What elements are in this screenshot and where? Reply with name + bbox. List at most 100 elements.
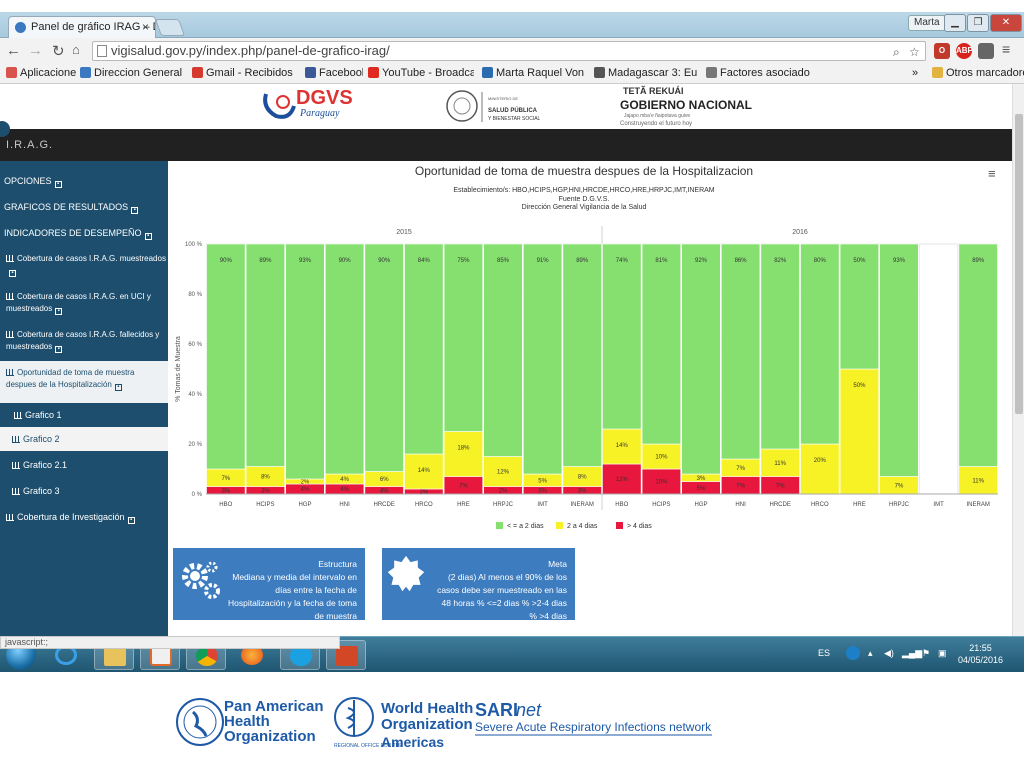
sidebar-sub-grafico-2-1[interactable]: Grafico 2.1: [0, 459, 168, 471]
window-close-button[interactable]: ✕: [990, 14, 1022, 32]
bookmark-label: Aplicaciones: [20, 67, 76, 79]
bookmark-item[interactable]: Aplicaciones: [6, 67, 76, 79]
tray-network-icon[interactable]: ▂▄▆: [902, 648, 923, 658]
bookmark-item[interactable]: Factores asociados a l: [706, 67, 810, 79]
sari-text: SARI: [475, 700, 518, 720]
sidebar-item-label: Oportunidad de toma de muestra despues d…: [6, 368, 135, 389]
extension-o-icon[interactable]: O: [934, 43, 950, 59]
minimize-button[interactable]: ▁: [944, 14, 966, 32]
sidebar-item-oportunidad[interactable]: Oportunidad de toma de muestra despues d…: [0, 361, 168, 403]
bar-data-label: 12%: [497, 470, 510, 476]
tray-device-icon[interactable]: ▣: [938, 648, 947, 658]
other-bookmarks[interactable]: Otros marcadores: [932, 67, 1024, 79]
scrollbar-thumb[interactable]: [1015, 114, 1023, 414]
chrome-menu-icon[interactable]: ≡: [1002, 41, 1011, 57]
bar-segment: [681, 243, 721, 475]
sidebar-sub-grafico-2[interactable]: Grafico 2: [0, 427, 168, 451]
bar-data-label: 10%: [655, 480, 668, 486]
address-bar[interactable]: vigisalud.gov.py/index.php/panel-de-graf…: [92, 41, 926, 61]
bar-segment: [404, 453, 444, 490]
dgvs-logo-text: DGVS: [296, 87, 353, 109]
tray-flag-icon[interactable]: ⚑: [922, 648, 931, 658]
tray-volume-icon[interactable]: ◀): [884, 648, 894, 658]
bookmark-label: Gmail - Recibidos (3.2: [206, 67, 296, 79]
tray-info-icon[interactable]: [846, 646, 860, 660]
sidebar-indicadores[interactable]: INDICADORES DE DESEMPEÑO ▪: [0, 227, 168, 240]
taskbar-clock[interactable]: 21:55 04/05/2016: [958, 642, 1003, 666]
bar-data-label: 2%: [499, 488, 508, 494]
sidebar: OPCIONES ▪ GRAFICOS DE RESULTADOS ▪ INDICA…: [0, 161, 168, 636]
maximize-button[interactable]: ❐: [967, 14, 989, 32]
bar-data-label: 18%: [457, 446, 470, 452]
x-tick-label: HRPJC: [889, 502, 910, 508]
extension-icon[interactable]: [978, 43, 994, 59]
chart-menu-icon[interactable]: ≡: [988, 166, 996, 181]
sidebar-item-cobertura-fallecidos[interactable]: Cobertura de casos I.R.A.G. fallecidos y…: [0, 329, 164, 353]
tab-close-icon[interactable]: ×: [141, 20, 149, 34]
tray-language[interactable]: ES: [818, 648, 831, 658]
sidebar-sub-label: Grafico 2: [23, 434, 60, 444]
sidebar-graficos-resultados[interactable]: GRAFICOS DE RESULTADOS ▪: [0, 201, 168, 214]
bookmark-favicon-icon: [192, 67, 203, 78]
sidebar-sub-label: Grafico 1: [25, 410, 62, 420]
bar-segment: [760, 243, 800, 450]
bookmark-item[interactable]: Direccion General de: [80, 67, 184, 79]
profile-button[interactable]: Marta: [908, 15, 946, 31]
bar-data-label: 93%: [893, 258, 906, 264]
dgvs-logo: DGVS Paraguay: [263, 87, 353, 119]
sidebar-item-cobertura-muestreados[interactable]: Cobertura de casos I.R.A.G. muestreados▪: [0, 253, 168, 277]
bar-data-label: 4%: [301, 487, 310, 493]
sarinet-logo: SARI net Severe Acute Respiratory Infect…: [475, 700, 712, 736]
x-tick-label: IMT: [537, 502, 548, 508]
sidebar-sub-label: Grafico 2.1: [23, 460, 68, 470]
toggle-box-icon: ▪: [144, 233, 152, 240]
sidebar-opciones[interactable]: OPCIONES ▪: [0, 175, 168, 188]
bar-data-label: 14%: [616, 443, 629, 449]
bar-segment: [483, 456, 523, 487]
adblock-icon[interactable]: ABP: [956, 43, 973, 59]
paho-logo: Pan American Health Organization: [176, 698, 324, 746]
toggle-box-icon: ▪: [114, 384, 122, 391]
page-scrollbar[interactable]: [1012, 84, 1024, 636]
bookmark-star-icon[interactable]: ☆: [909, 45, 920, 59]
bookmark-item[interactable]: YouTube - Broadcast: [368, 67, 474, 79]
legend-label: 2 a 4 dias: [567, 523, 598, 530]
bar-data-label: 6%: [380, 477, 389, 483]
bookmarks-more[interactable]: »: [912, 67, 919, 79]
bar-data-label: 89%: [576, 258, 589, 264]
home-icon[interactable]: ⌂: [72, 42, 80, 57]
bar-data-label: 91%: [537, 258, 550, 264]
new-tab-button[interactable]: [154, 19, 186, 36]
forward-icon[interactable]: →: [28, 42, 43, 59]
chart-title: Oportunidad de toma de muestra despues d…: [414, 164, 754, 178]
bookmark-item[interactable]: Marta Raquel Von Ho: [482, 67, 586, 79]
tray-arrow-icon[interactable]: ▴: [868, 648, 873, 658]
browser-tab[interactable]: Panel de gráfico IRAG – D ×: [8, 16, 156, 38]
bar-chart-icon: [12, 436, 20, 443]
site-brand[interactable]: I.R.A.G.: [6, 139, 54, 151]
folder-icon: [932, 67, 943, 78]
taskbar-firefox[interactable]: [232, 640, 272, 670]
bookmark-item[interactable]: Facebook: [305, 67, 363, 79]
bookmark-item[interactable]: Gmail - Recibidos (3.2: [192, 67, 296, 79]
sidebar-item-cobertura-uci[interactable]: Cobertura de casos I.R.A.G. en UCI y mue…: [0, 291, 160, 315]
bar-data-label: 3%: [697, 476, 706, 482]
x-tick-label: HRCO: [811, 502, 829, 508]
bar-data-label: 84%: [418, 258, 431, 264]
sidebar-toggle-button[interactable]: [0, 121, 10, 137]
zoom-icon[interactable]: ⌕: [893, 45, 900, 59]
bar-data-label: 5%: [697, 486, 706, 492]
sidebar-sub-grafico-1[interactable]: Grafico 1: [0, 409, 168, 421]
sidebar-sub-grafico-3[interactable]: Grafico 3: [0, 485, 168, 497]
bar-data-label: 89%: [972, 258, 985, 264]
reload-icon[interactable]: ↻: [52, 43, 65, 60]
x-tick-label: HNI: [735, 502, 746, 508]
sidebar-sub-label: Grafico 3: [23, 486, 60, 496]
back-icon[interactable]: ←: [6, 42, 21, 59]
bar-segment: [404, 243, 444, 455]
bar-chart-icon: [14, 412, 22, 419]
bar-data-label: 50%: [853, 383, 866, 389]
bar-data-label: 7%: [776, 483, 785, 489]
bookmark-item[interactable]: Madagascar 3: Europ: [594, 67, 698, 79]
sidebar-item-investigacion[interactable]: Cobertura de Investigación ▪: [0, 511, 168, 524]
